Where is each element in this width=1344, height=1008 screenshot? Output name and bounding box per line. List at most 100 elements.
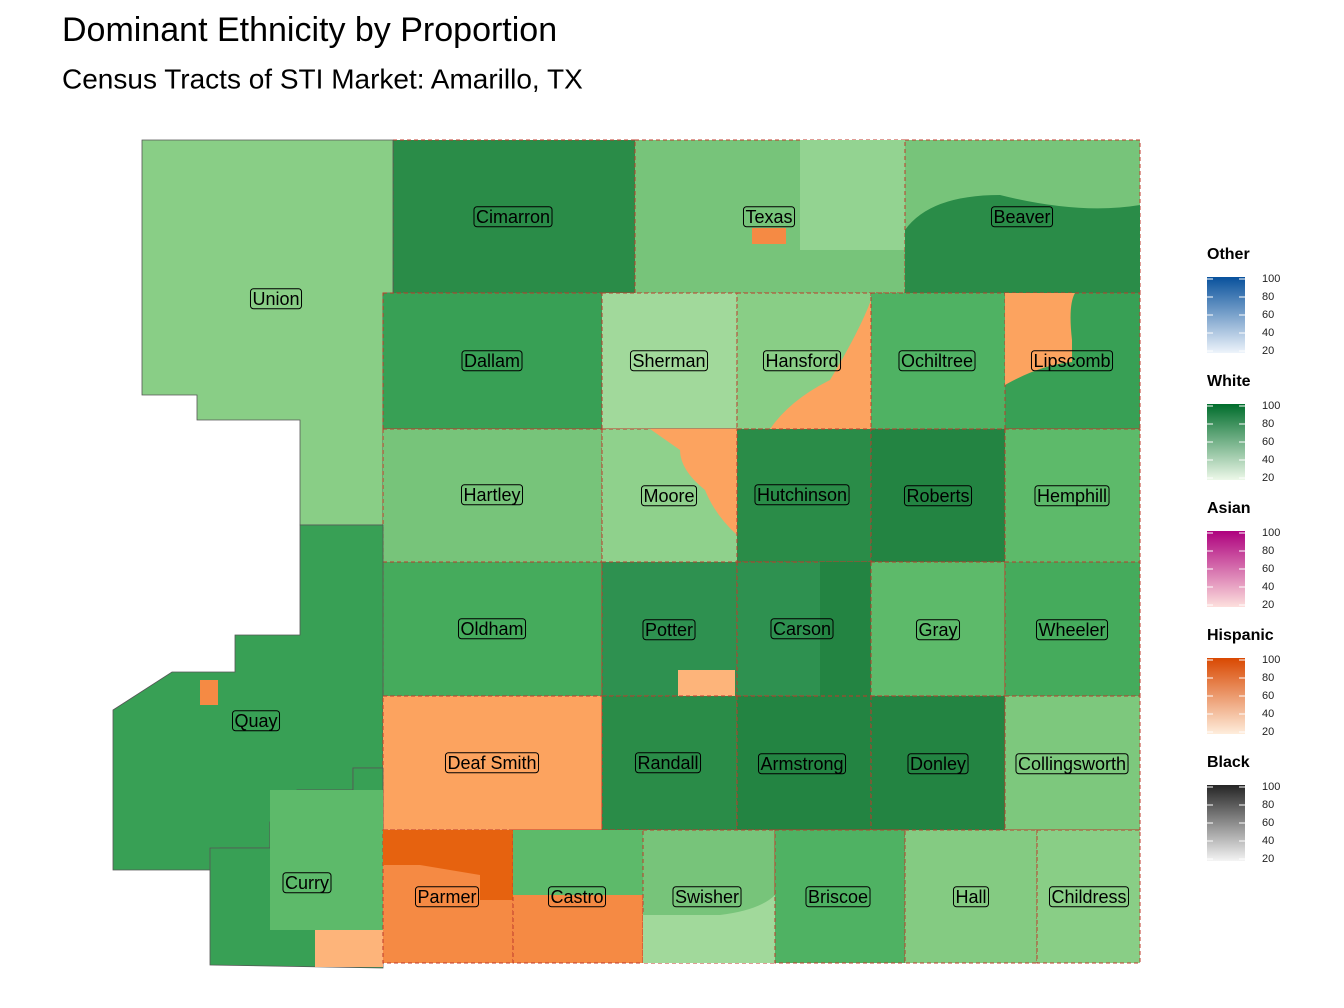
legend-tick-label: 20 bbox=[1262, 726, 1274, 738]
county-label: Wheeler bbox=[1038, 620, 1105, 640]
county bbox=[904, 829, 1038, 964]
legend-tick-label: 100 bbox=[1262, 273, 1280, 285]
label-box bbox=[915, 619, 961, 641]
legend-tick-label: 80 bbox=[1262, 799, 1274, 811]
legend-tick-label: 40 bbox=[1262, 708, 1274, 720]
label-box bbox=[457, 618, 527, 640]
county-label: Swisher bbox=[675, 887, 739, 907]
label-box bbox=[1048, 886, 1130, 908]
county bbox=[382, 292, 603, 430]
county-label: Donley bbox=[910, 754, 966, 774]
color-bar bbox=[1207, 785, 1245, 861]
label-box bbox=[629, 350, 709, 372]
legend-tick-label: 60 bbox=[1262, 563, 1274, 575]
color-bar bbox=[1207, 404, 1245, 480]
legend-tick-label: 40 bbox=[1262, 454, 1274, 466]
county-label: Sherman bbox=[632, 351, 705, 371]
title: Dominant Ethnicity by Proportion bbox=[62, 11, 557, 49]
label-box bbox=[762, 350, 842, 372]
legend-tick-label: 80 bbox=[1262, 672, 1274, 684]
county-label: Potter bbox=[645, 620, 693, 640]
label-box bbox=[672, 886, 742, 908]
label-box bbox=[231, 710, 281, 732]
label-box bbox=[1030, 350, 1114, 372]
county-label: Childress bbox=[1051, 887, 1126, 907]
legend-tick-label: 80 bbox=[1262, 291, 1274, 303]
county bbox=[382, 428, 603, 563]
county-label: Oldham bbox=[460, 619, 523, 639]
label-box bbox=[903, 485, 973, 507]
label-box bbox=[461, 350, 523, 372]
county-label: Hemphill bbox=[1037, 486, 1107, 506]
label-box bbox=[414, 886, 480, 908]
tract bbox=[770, 293, 871, 429]
county-label: Texas bbox=[745, 207, 792, 227]
county bbox=[870, 292, 1006, 430]
tract bbox=[513, 830, 643, 895]
label-box bbox=[634, 752, 702, 774]
county-labels: Cimarron Texas Beaver Union Dallam Sherman Han… bbox=[231, 206, 1130, 908]
tract bbox=[650, 429, 737, 535]
legend-tick-label: 60 bbox=[1262, 309, 1274, 321]
tract bbox=[643, 895, 775, 963]
county-label: Ochiltree bbox=[901, 351, 973, 371]
county-label: Moore bbox=[643, 486, 694, 506]
label-box bbox=[1035, 619, 1109, 641]
label-box bbox=[444, 752, 540, 774]
tract bbox=[905, 195, 1140, 293]
legend-tick-label: 20 bbox=[1262, 345, 1274, 357]
label-box bbox=[460, 484, 524, 506]
tract bbox=[820, 562, 871, 696]
label-box bbox=[757, 753, 847, 775]
county-label: Gray bbox=[918, 620, 957, 640]
county-shapes bbox=[112, 139, 1141, 969]
tract bbox=[270, 790, 383, 930]
legend-tick-label: 100 bbox=[1262, 527, 1280, 539]
legend-tick-label: 20 bbox=[1262, 472, 1274, 484]
legend-tick-label: 100 bbox=[1262, 781, 1280, 793]
county-label: Briscoe bbox=[808, 887, 868, 907]
legend-title: Asian bbox=[1207, 500, 1251, 517]
legend-tick-label: 40 bbox=[1262, 581, 1274, 593]
legend-tick-label: 20 bbox=[1262, 853, 1274, 865]
legend-tick-label: 60 bbox=[1262, 436, 1274, 448]
label-box bbox=[898, 350, 976, 372]
county-label: Castro bbox=[550, 887, 603, 907]
label-box bbox=[282, 872, 332, 894]
county bbox=[736, 695, 872, 831]
legend-tick-label: 60 bbox=[1262, 690, 1274, 702]
legend: Other 20 40 60 80 100 White 20 40 60 80 100 Asian 20 4… bbox=[1207, 246, 1280, 865]
county-label: Beaver bbox=[993, 207, 1050, 227]
county bbox=[382, 695, 603, 831]
tract bbox=[315, 930, 383, 967]
county-label: Hutchinson bbox=[757, 485, 847, 505]
tract bbox=[200, 680, 218, 705]
county-label: Dallam bbox=[464, 351, 520, 371]
county-label: Randall bbox=[637, 753, 698, 773]
county-label: Quay bbox=[234, 711, 277, 731]
county-label: Parmer bbox=[417, 887, 476, 907]
legend-tick-label: 60 bbox=[1262, 817, 1274, 829]
legend-title: White bbox=[1207, 373, 1251, 390]
label-box bbox=[805, 886, 871, 908]
county bbox=[601, 695, 738, 831]
county-label: Hall bbox=[955, 887, 986, 907]
county-label: Roberts bbox=[906, 486, 969, 506]
legend-tick-label: 80 bbox=[1262, 545, 1274, 557]
label-box bbox=[1015, 753, 1129, 775]
county-label: Curry bbox=[285, 873, 329, 893]
legend-tick-label: 40 bbox=[1262, 835, 1274, 847]
legend-title: Black bbox=[1207, 754, 1250, 771]
label-box bbox=[547, 886, 607, 908]
county-label: Armstrong bbox=[760, 754, 843, 774]
county bbox=[1004, 561, 1141, 697]
county-label: Collingsworth bbox=[1018, 754, 1126, 774]
county-label: Lipscomb bbox=[1033, 351, 1110, 371]
county bbox=[870, 695, 1006, 831]
county bbox=[1004, 428, 1141, 563]
label-box bbox=[770, 618, 834, 640]
label-box bbox=[754, 484, 850, 506]
label-box bbox=[473, 206, 553, 228]
label-box bbox=[907, 753, 969, 775]
color-bar bbox=[1207, 277, 1245, 353]
